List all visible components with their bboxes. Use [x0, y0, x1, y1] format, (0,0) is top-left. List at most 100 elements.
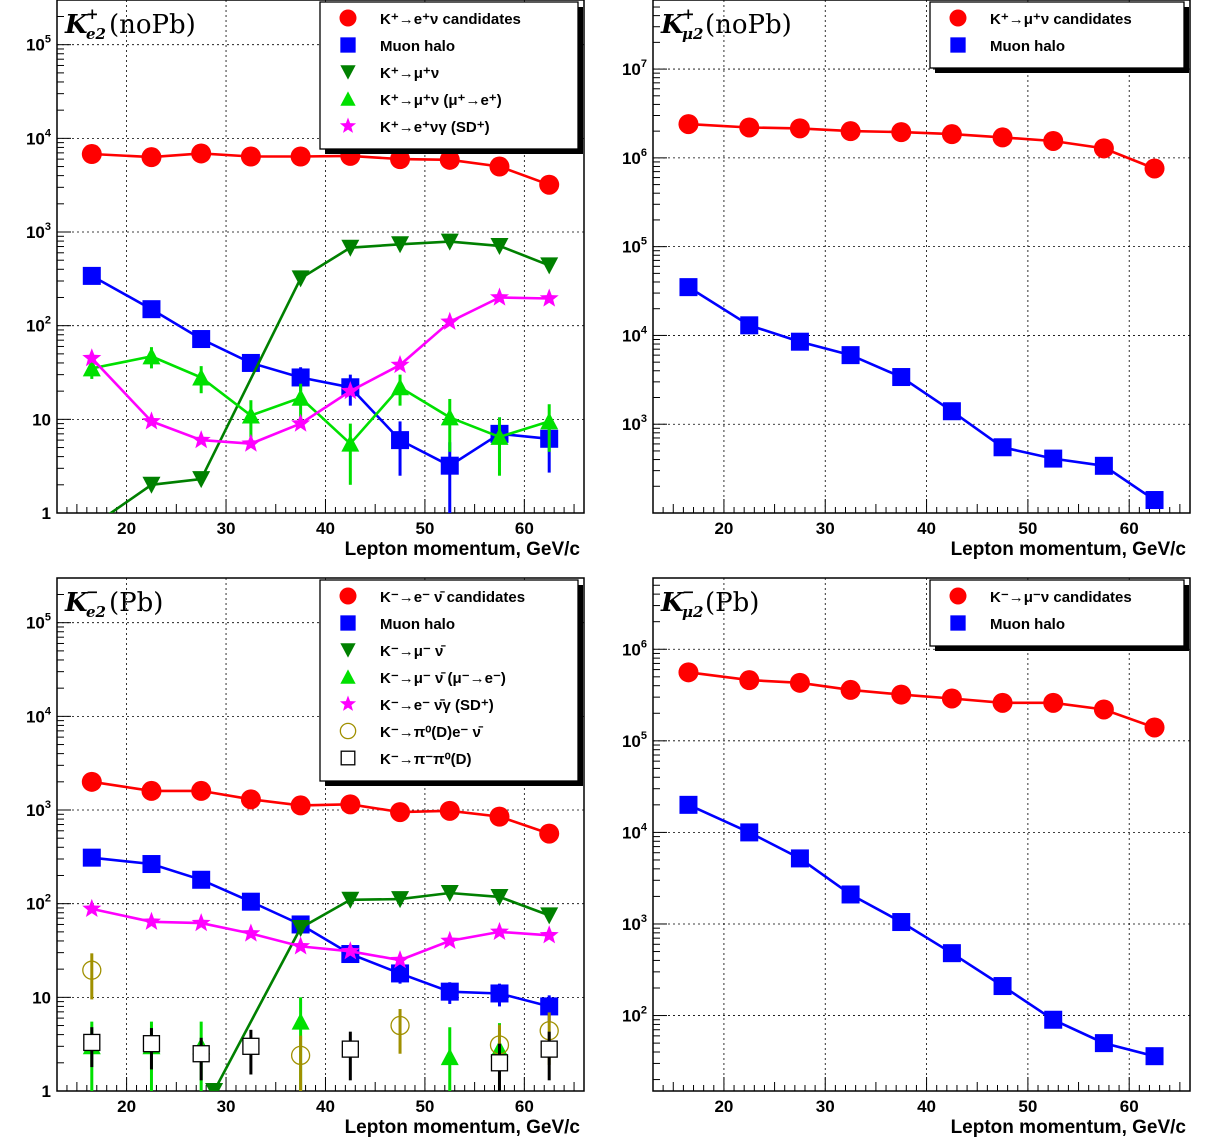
x-tick-label: 40 — [917, 1097, 936, 1116]
data-point — [1094, 456, 1113, 475]
y-tick-label: 106 — [622, 147, 647, 168]
legend-marker — [340, 750, 356, 766]
data-point — [892, 913, 911, 932]
y-tick-label: 105 — [622, 730, 647, 751]
data-point — [291, 936, 311, 955]
data-point — [241, 433, 261, 452]
data-point — [391, 891, 410, 909]
legend-label: K⁺→e⁺ν candidates — [380, 11, 521, 28]
data-point — [678, 114, 699, 135]
data-point — [539, 288, 559, 307]
data-point — [539, 925, 559, 944]
legend-marker — [949, 587, 967, 605]
data-point — [790, 332, 809, 351]
series-line — [91, 856, 550, 1008]
data-point — [490, 237, 509, 255]
x-tick-label: 40 — [316, 519, 335, 538]
data-point — [1144, 717, 1165, 738]
legend-label: K⁺→e⁺νγ (SD⁺) — [380, 119, 490, 136]
panel-title-symbol: K — [660, 10, 685, 40]
plot-area — [81, 143, 560, 513]
series-5 — [82, 953, 559, 1091]
x-axis-label: Lepton momentum, GeV/c — [345, 539, 581, 560]
x-tick-label: 20 — [117, 1097, 136, 1116]
data-point — [789, 672, 810, 693]
data-point — [82, 898, 102, 917]
x-tick-label: 50 — [415, 1097, 434, 1116]
y-tick-label: 104 — [26, 705, 52, 726]
data-point — [142, 347, 161, 365]
data-point — [679, 278, 698, 297]
panel-title-sub: μ2 — [682, 25, 703, 43]
x-tick-label: 30 — [816, 1097, 835, 1116]
plot-area — [81, 771, 560, 1091]
data-point — [291, 1012, 310, 1030]
x-tick-label: 60 — [1120, 1097, 1139, 1116]
series-3 — [82, 347, 559, 485]
data-point — [340, 794, 361, 815]
data-point — [942, 402, 961, 421]
data-point — [340, 941, 360, 960]
legend-marker — [950, 37, 966, 53]
y-tick-label: 102 — [26, 893, 51, 914]
data-point — [291, 368, 310, 387]
data-point — [739, 670, 760, 691]
legend-label: Muon halo — [380, 616, 455, 633]
data-point — [490, 287, 509, 306]
data-point — [993, 438, 1012, 457]
legend-label: K⁻→μ⁻ ν̄ — [380, 643, 446, 660]
data-point — [390, 950, 410, 969]
series-1 — [679, 795, 1164, 1066]
data-point — [82, 359, 101, 377]
data-point — [540, 997, 559, 1016]
series-line — [91, 780, 550, 835]
data-point — [840, 121, 861, 142]
y-tick-label: 104 — [26, 127, 52, 148]
data-point — [992, 127, 1013, 148]
series-1 — [82, 848, 559, 1022]
x-tick-label: 50 — [1018, 1097, 1037, 1116]
panel-title: K+ e2 (noPb) — [64, 5, 196, 43]
plot-frame — [56, 577, 585, 1092]
data-point — [540, 257, 559, 275]
data-point — [841, 885, 860, 904]
data-point — [341, 239, 360, 257]
data-point — [191, 780, 212, 801]
data-point — [390, 355, 410, 374]
x-tick-label: 60 — [1120, 519, 1139, 538]
data-point — [942, 944, 961, 963]
data-point — [192, 330, 211, 349]
panel-title: K− μ2 (Pb) — [660, 583, 759, 621]
panel-title-symbol: K — [64, 10, 89, 40]
legend-marker — [340, 91, 356, 106]
legend-label: K⁻→π⁻π⁰(D) — [380, 751, 471, 768]
x-axis-label: Lepton momentum, GeV/c — [951, 539, 1187, 560]
data-point — [192, 870, 211, 889]
legend-marker — [340, 669, 356, 684]
data-point — [1044, 449, 1063, 468]
data-point — [290, 146, 311, 167]
data-point — [390, 802, 411, 823]
data-point — [290, 1045, 311, 1066]
data-point — [490, 1054, 509, 1072]
x-tick-label: 30 — [816, 519, 835, 538]
panel-title-suffix: (noPb) — [705, 10, 792, 40]
y-tick-label: 106 — [622, 638, 647, 659]
legend-label: K⁺→μ⁺ν (μ⁺→e⁺) — [380, 92, 502, 109]
data-point — [191, 143, 212, 164]
panel-title-symbol: K — [64, 588, 89, 618]
legend-marker — [339, 587, 357, 605]
data-point — [142, 1035, 161, 1053]
data-point — [390, 149, 411, 170]
x-tick-label: 20 — [117, 519, 136, 538]
data-point — [440, 982, 459, 1001]
data-point — [941, 124, 962, 145]
y-tick-label: 104 — [622, 821, 648, 842]
legend-label: K⁻→μ⁻ν candidates — [990, 589, 1132, 606]
x-tick-label: 30 — [217, 1097, 236, 1116]
data-point — [740, 823, 759, 842]
data-point — [82, 348, 102, 367]
plot-frame — [652, 577, 1191, 1092]
data-point — [291, 388, 310, 406]
